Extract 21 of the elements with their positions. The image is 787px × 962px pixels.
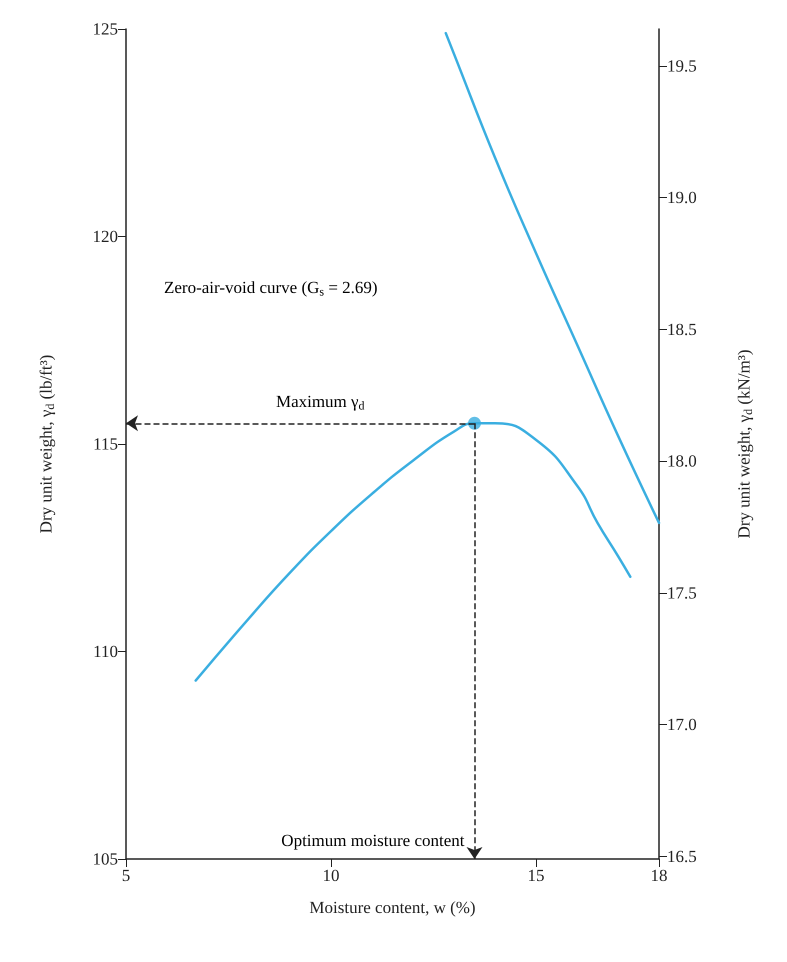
y-tick-label: 120: [92, 227, 118, 246]
y-tick-label: 110: [93, 642, 118, 661]
y-tick-label: 115: [93, 434, 118, 454]
y2-tick-label: 18.0: [667, 452, 697, 471]
y2-tick-label: 17.0: [667, 715, 697, 734]
x-axis-title: Moisture content, w (%): [309, 898, 476, 917]
annotation: Optimum moisture content: [281, 831, 465, 850]
x-tick-label: 10: [322, 866, 340, 885]
line-series: [444, 32, 660, 524]
x-tick-label: 18: [650, 866, 668, 885]
y-tick-label: 125: [92, 20, 118, 38]
y2-axis-title: Dry unit weight, γd (kN/m³): [734, 349, 755, 539]
y2-tick-label: 18.5: [667, 320, 697, 339]
y2-tick-label: 19.0: [667, 188, 697, 208]
x-tick-label: 15: [528, 866, 544, 885]
y2-tick-label: 16.5: [667, 846, 697, 866]
x-tick-label: 5: [122, 866, 130, 885]
y2-tick-label: 17.5: [667, 583, 697, 602]
y-tick-label: 105: [92, 850, 118, 868]
y2-tick-label: 19.5: [667, 56, 697, 76]
y-axis-title: Dry unit weight, γd (lb/ft³): [36, 354, 57, 534]
